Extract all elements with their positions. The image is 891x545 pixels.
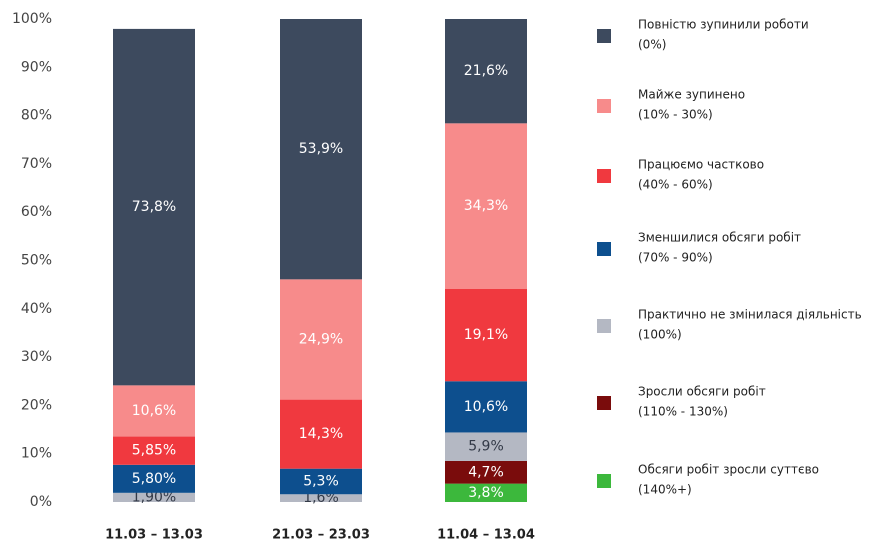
- legend-label: Практично не змінилася діяльність: [638, 308, 862, 322]
- x-tick-label: 11.04 – 13.04: [437, 528, 535, 543]
- y-tick-label: 90%: [21, 59, 52, 75]
- data-label: 5,85%: [132, 443, 176, 459]
- legend-range: (70% - 90%): [638, 251, 713, 265]
- legend-label: Зменшилися обсяги робіт: [638, 231, 801, 245]
- legend-swatch: [597, 319, 611, 333]
- y-tick-label: 100%: [12, 11, 52, 27]
- legend-swatch: [597, 396, 611, 410]
- data-label: 4,7%: [468, 464, 504, 480]
- legend-range: (40% - 60%): [638, 178, 713, 192]
- legend-label: Зросли обсяги робіт: [638, 385, 766, 399]
- y-tick-label: 40%: [21, 301, 52, 317]
- bar-segment: [280, 399, 362, 469]
- legend-range: (100%): [638, 328, 682, 342]
- bar-segment: [280, 494, 362, 502]
- data-label: 5,80%: [132, 471, 176, 487]
- bar-segment: [445, 123, 527, 289]
- legend-label: Працюємо частково: [638, 158, 764, 172]
- data-label: 14,3%: [299, 426, 343, 442]
- y-tick-label: 20%: [21, 397, 52, 413]
- y-tick-label: 30%: [21, 349, 52, 365]
- bar-segment: [445, 460, 527, 484]
- legend-range: (110% - 130%): [638, 405, 728, 419]
- data-label: 24,9%: [299, 331, 343, 347]
- bar-segment: [280, 468, 362, 495]
- bar-segment: [113, 385, 195, 437]
- data-label: 21,6%: [464, 63, 508, 79]
- legend-label: Майже зупинено: [638, 88, 745, 102]
- bar-segment: [113, 492, 195, 502]
- legend-swatch: [597, 169, 611, 183]
- bar-segment: [445, 381, 527, 433]
- data-label: 53,9%: [299, 141, 343, 157]
- x-tick-label: 11.03 – 13.03: [105, 528, 203, 543]
- data-label: 5,3%: [303, 473, 339, 489]
- legend-swatch: [597, 242, 611, 256]
- bar-segment: [445, 19, 527, 124]
- y-tick-label: 0%: [30, 494, 52, 510]
- data-label: 3,8%: [468, 485, 504, 501]
- y-tick-label: 70%: [21, 156, 52, 172]
- bar-segment: [113, 436, 195, 465]
- data-label: 10,6%: [464, 399, 508, 415]
- data-label: 1,90%: [132, 489, 176, 505]
- y-tick-label: 50%: [21, 253, 52, 269]
- data-label: 73,8%: [132, 199, 176, 215]
- data-label: 5,9%: [468, 439, 504, 455]
- bar-segment: [280, 19, 362, 280]
- bar-segment: [113, 28, 195, 386]
- bar-segment: [445, 483, 527, 502]
- legend-range: (140%+): [638, 483, 692, 497]
- x-tick-label: 21.03 – 23.03: [272, 528, 370, 543]
- data-label: 34,3%: [464, 198, 508, 214]
- data-label: 19,1%: [464, 327, 508, 343]
- legend-label: Обсяги робіт зросли суттєво: [638, 463, 819, 477]
- y-tick-label: 60%: [21, 204, 52, 220]
- data-label: 10,6%: [132, 403, 176, 419]
- legend-range: (10% - 30%): [638, 108, 713, 122]
- legend-range: (0%): [638, 38, 666, 52]
- bar-segment: [113, 464, 195, 493]
- legend-swatch: [597, 474, 611, 488]
- legend-swatch: [597, 29, 611, 43]
- bar-segment: [445, 288, 527, 382]
- bar-segment: [445, 432, 527, 461]
- legend-label: Повністю зупинили роботи: [638, 18, 809, 32]
- bar-segment: [280, 279, 362, 400]
- y-tick-label: 10%: [21, 446, 52, 462]
- y-tick-label: 80%: [21, 108, 52, 124]
- legend-swatch: [597, 99, 611, 113]
